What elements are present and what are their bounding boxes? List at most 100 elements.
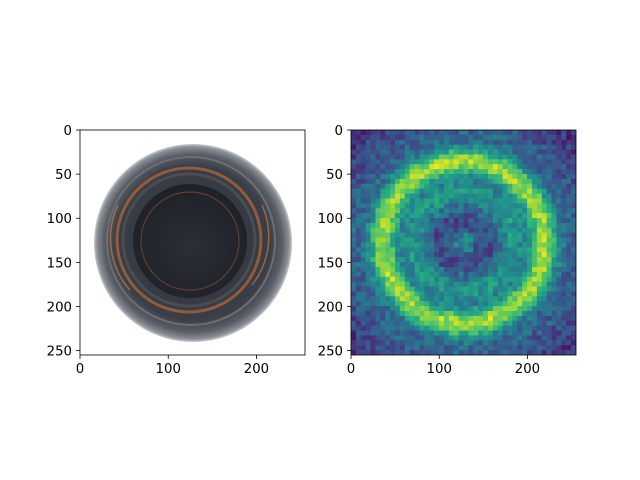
heatmap-cell: [448, 242, 455, 248]
heatmap-cell: [502, 252, 508, 258]
heatmap-cell: [561, 237, 567, 243]
heatmap-cell: [380, 345, 386, 351]
heatmap-cell: [414, 218, 420, 224]
heatmap-cell: [453, 218, 460, 224]
heatmap-cell: [566, 193, 572, 199]
heatmap-cell: [409, 257, 415, 263]
heatmap-cell: [458, 237, 464, 243]
heatmap-cell: [399, 188, 406, 194]
heatmap-cell: [507, 247, 513, 253]
heatmap-cell: [429, 350, 435, 355]
heatmap-cell: [566, 252, 572, 258]
heatmap-cell: [355, 350, 362, 355]
heatmap-cell: [517, 281, 523, 287]
heatmap-cell: [507, 350, 513, 355]
heatmap-cell: [473, 227, 479, 234]
heatmap-cell: [497, 144, 504, 150]
heatmap-cell: [517, 139, 523, 146]
heatmap-cell: [473, 178, 479, 185]
heatmap-cell: [453, 257, 460, 263]
heatmap-cell: [439, 340, 445, 346]
heatmap-cell: [492, 301, 499, 307]
heatmap-cell: [492, 315, 499, 322]
heatmap-cell: [527, 281, 533, 287]
heatmap-cell: [497, 232, 504, 239]
heatmap-cell: [380, 222, 386, 229]
heatmap-cell: [414, 335, 420, 341]
heatmap-cell: [502, 134, 508, 141]
heatmap-cell: [443, 237, 450, 243]
heatmap-cell: [463, 257, 469, 263]
heatmap-cell: [507, 130, 513, 136]
heatmap-cell: [512, 350, 518, 355]
heatmap-cell: [551, 276, 557, 283]
heatmap-cell: [517, 296, 523, 302]
heatmap-cell: [546, 154, 552, 160]
heatmap-cell: [351, 232, 357, 239]
heatmap-cell: [536, 193, 543, 199]
heatmap-cell: [434, 222, 440, 229]
heatmap-cell: [522, 222, 528, 229]
heatmap-cell: [404, 134, 411, 141]
heatmap-cell: [546, 193, 552, 199]
heatmap-cell: [409, 266, 415, 273]
heatmap-cell: [551, 335, 557, 341]
heatmap-cell: [556, 262, 562, 268]
heatmap-cell: [395, 174, 401, 180]
heatmap-cell: [409, 242, 415, 248]
heatmap-cell: [404, 183, 411, 190]
heatmap-cell: [424, 310, 430, 317]
heatmap-cell: [390, 325, 396, 331]
heatmap-cell: [385, 262, 391, 268]
heatmap-cell: [409, 213, 415, 219]
heatmap-cell: [561, 242, 567, 248]
heatmap-cell: [365, 183, 371, 190]
heatmap-cell: [536, 188, 543, 194]
heatmap-cell: [419, 306, 425, 312]
heatmap-cell: [497, 306, 504, 312]
heatmap-cell: [473, 174, 479, 180]
heatmap-cell: [360, 198, 367, 204]
heatmap-cell: [419, 325, 425, 331]
heatmap-cell: [351, 325, 357, 331]
heatmap-cell: [546, 242, 552, 248]
heatmap-cell: [536, 218, 543, 224]
heatmap-cell: [546, 164, 552, 170]
heatmap-cell: [409, 149, 415, 155]
heatmap-cell: [527, 257, 533, 263]
heatmap-cell: [424, 247, 430, 253]
heatmap-cell: [483, 134, 489, 141]
heatmap-cell: [531, 291, 538, 297]
heatmap-cell: [463, 252, 469, 258]
heatmap-cell: [434, 203, 440, 209]
heatmap-cell: [434, 266, 440, 273]
heatmap-cell: [419, 139, 425, 146]
heatmap-cell: [541, 183, 548, 190]
heatmap-cell: [531, 193, 538, 199]
heatmap-cell: [536, 174, 543, 180]
heatmap-cell: [375, 203, 381, 209]
heatmap-cell: [404, 130, 411, 136]
heatmap-cell: [380, 174, 386, 180]
heatmap-cell: [478, 315, 484, 322]
heatmap-cell: [507, 345, 513, 351]
heatmap-cell: [536, 296, 543, 302]
heatmap-cell: [497, 203, 504, 209]
heatmap-cell: [443, 164, 450, 170]
heatmap-cell: [507, 340, 513, 346]
heatmap-cell: [395, 320, 401, 327]
heatmap-cell: [463, 203, 469, 209]
heatmap-cell: [399, 271, 406, 278]
heatmap-cell: [536, 232, 543, 239]
heatmap-cell: [443, 169, 450, 175]
heatmap-cell: [385, 335, 391, 341]
heatmap-cell: [360, 139, 367, 146]
heatmap-cell: [527, 276, 533, 283]
heatmap-cell: [566, 208, 572, 214]
heatmap-cell: [380, 310, 386, 317]
heatmap-cell: [385, 276, 391, 283]
heatmap-cell: [527, 350, 533, 355]
heatmap-cell: [380, 169, 386, 175]
heatmap-cell: [380, 227, 386, 234]
